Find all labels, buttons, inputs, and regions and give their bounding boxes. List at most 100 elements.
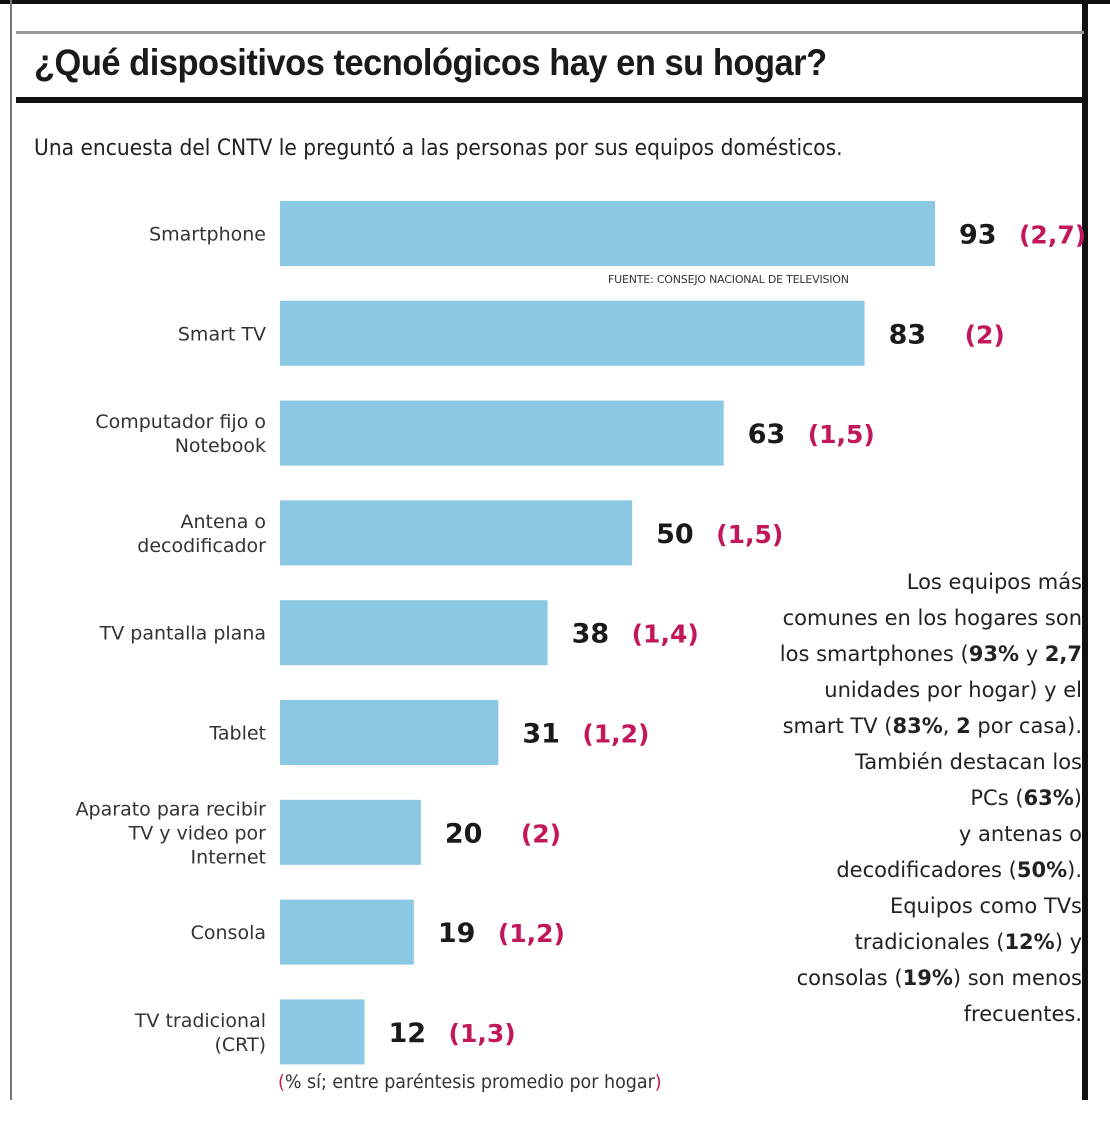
average-label: (2) <box>521 819 561 848</box>
category-label-line: Computador fijo o <box>95 411 266 433</box>
commentary-segment: PCs ( <box>970 786 1024 810</box>
average-label: (2,7) <box>1019 221 1086 250</box>
category-label-line: Smart TV <box>178 323 266 345</box>
average-label: (1,4) <box>632 620 699 649</box>
commentary-line: También destacan los <box>722 744 1082 780</box>
commentary-segment: Equipos como TVs <box>889 894 1082 918</box>
commentary-highlight: 63% <box>1023 786 1074 810</box>
commentary-highlight: 50% <box>1016 858 1068 882</box>
commentary-highlight: 83% <box>892 714 943 738</box>
bar <box>280 700 499 765</box>
commentary-line: smart TV (83%, 2 por casa). <box>722 708 1082 744</box>
commentary-line: consolas (19%) son menos <box>722 960 1082 996</box>
average-label: (1,5) <box>716 520 783 549</box>
category-label-line: Internet <box>191 846 266 868</box>
category-label-line: (CRT) <box>214 1034 266 1056</box>
commentary-text: Los equipos más comunes en los hogares so… <box>722 564 1082 1032</box>
commentary-line: PCs (63%) <box>722 780 1082 816</box>
commentary-line: Los equipos más <box>722 564 1082 600</box>
commentary-highlight: 2,7 <box>1044 642 1082 666</box>
commentary-segment: , <box>942 714 957 738</box>
category-label-line: TV y video por <box>128 822 267 844</box>
bar <box>280 600 548 666</box>
commentary-line: y antenas o <box>722 816 1082 852</box>
category-label-line: Notebook <box>175 435 266 457</box>
category-label-line: TV pantalla plana <box>99 623 266 645</box>
commentary-segment: los smartphones ( <box>779 642 969 666</box>
commentary-line: Equipos como TVs <box>722 888 1082 924</box>
value-label: 12 <box>389 1018 427 1049</box>
category-label: TV tradicional (CRT) <box>134 1010 266 1056</box>
commentary-highlight: 93% <box>968 642 1020 666</box>
value-label: 50 <box>656 519 694 550</box>
footnote-open-paren: ( <box>278 1071 285 1093</box>
commentary-segment: comunes en los hogares son <box>782 606 1082 630</box>
bar <box>280 300 865 366</box>
category-label: Smartphone <box>149 224 266 246</box>
source-credit: FUENTE: CONSEJO NACIONAL DE TELEVISION <box>608 273 849 286</box>
commentary-segment: ) y <box>1054 930 1082 954</box>
average-label: (1,2) <box>498 919 565 948</box>
value-label: 31 <box>522 719 560 750</box>
category-label-line: Smartphone <box>149 224 266 246</box>
commentary-line: tradicionales (12%) y <box>722 924 1082 960</box>
commentary-line: unidades por hogar) y el <box>722 672 1082 708</box>
commentary-line: los smartphones (93% y 2,7 <box>722 636 1082 672</box>
chart-subtitle: Una encuesta del CNTV le preguntó a las … <box>34 136 843 161</box>
commentary-segment: decodificadores ( <box>836 858 1017 882</box>
top-border <box>0 0 1110 4</box>
commentary-segment: unidades por hogar) y el <box>824 678 1082 702</box>
commentary-highlight: 2 <box>956 714 971 738</box>
category-label: Tablet <box>208 723 266 745</box>
commentary-segment: También destacan los <box>854 750 1082 774</box>
chart-footnote: (% sí; entre paréntesis promedio por hog… <box>278 1071 662 1093</box>
bar <box>280 400 724 466</box>
value-label: 20 <box>445 818 483 849</box>
value-label: 38 <box>572 619 610 650</box>
commentary-segment: consolas ( <box>796 966 903 990</box>
category-label: Antena o decodificador <box>137 511 266 557</box>
commentary-line: decodificadores (50%). <box>722 852 1082 888</box>
commentary-segment: y antenas o <box>958 822 1082 846</box>
category-label-line: Antena o <box>180 511 266 533</box>
commentary-highlight: 19% <box>902 966 953 990</box>
category-label: Consola <box>191 922 266 944</box>
category-label-line: TV tradicional <box>134 1010 266 1032</box>
bar <box>280 799 421 865</box>
category-label-line: decodificador <box>137 535 266 557</box>
category-label: Smart TV <box>178 323 266 345</box>
commentary-segment: tradicionales ( <box>854 930 1005 954</box>
category-label: Aparato para recibir TV y video por Intern… <box>76 798 267 868</box>
chart-title: ¿Qué dispositivos tecnológicos hay en su… <box>34 42 827 83</box>
average-label: (1,5) <box>808 420 875 449</box>
commentary-segment: Los equipos más <box>906 570 1082 594</box>
commentary-segment: ) son menos <box>952 966 1082 990</box>
commentary-line: comunes en los hogares son <box>722 600 1082 636</box>
category-label-line: Tablet <box>208 723 266 745</box>
value-label: 93 <box>959 220 997 251</box>
commentary-segment: frecuentes. <box>963 1002 1082 1026</box>
commentary-segment: y <box>1019 642 1045 666</box>
title-rule-top <box>16 31 1084 34</box>
category-label: TV pantalla plana <box>99 623 266 645</box>
commentary-line: frecuentes. <box>722 996 1082 1032</box>
title-rule-bottom <box>16 97 1084 103</box>
commentary-segment: por casa). <box>970 714 1082 738</box>
bar <box>280 999 365 1065</box>
category-label-line: Aparato para recibir <box>76 798 267 820</box>
commentary-highlight: 12% <box>1004 930 1055 954</box>
footnote-close-paren: ) <box>654 1071 662 1093</box>
commentary-segment: ). <box>1067 858 1082 882</box>
bar <box>280 201 935 266</box>
average-label: (1,3) <box>449 1019 516 1048</box>
category-label: Computador fijo o Notebook <box>95 411 266 457</box>
category-label-line: Consola <box>191 922 266 944</box>
footnote-text: % sí; entre paréntesis promedio por hoga… <box>284 1071 655 1093</box>
left-border <box>10 0 12 1100</box>
value-label: 63 <box>748 419 786 450</box>
bar <box>280 500 633 566</box>
value-label: 83 <box>889 319 927 350</box>
bar <box>280 899 414 965</box>
value-label: 19 <box>438 918 476 949</box>
